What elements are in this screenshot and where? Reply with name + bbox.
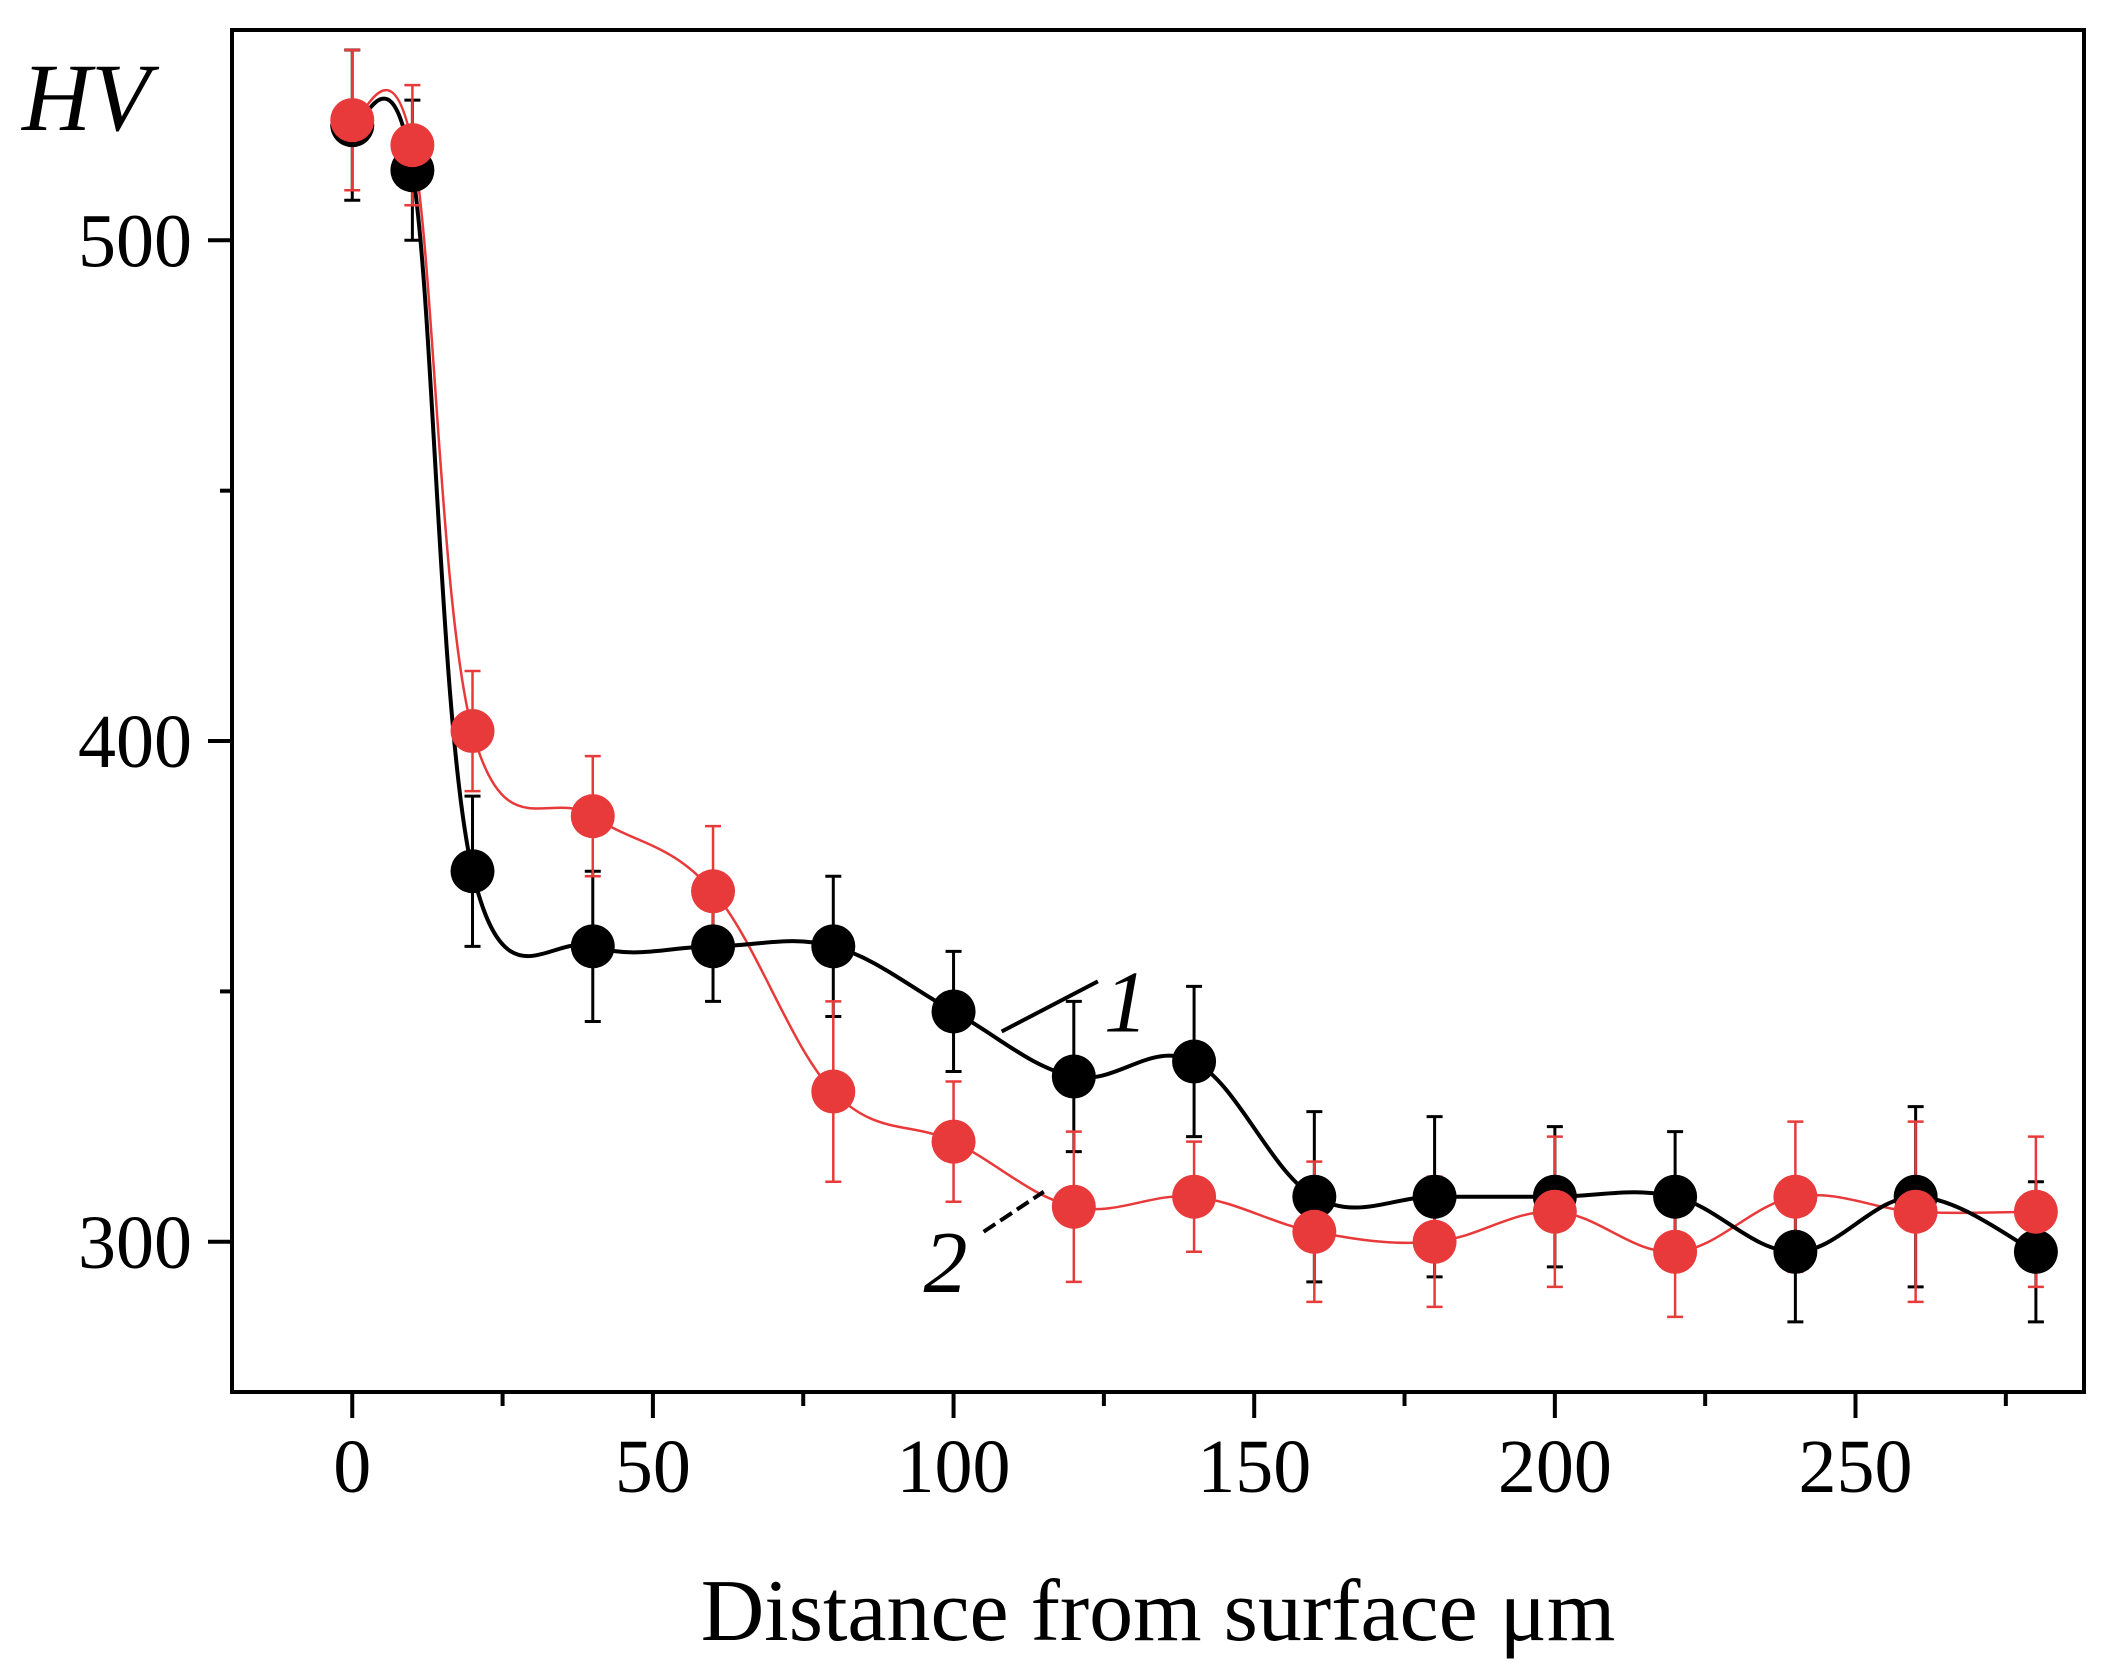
- series-2-point: [1773, 1174, 1818, 1219]
- tick-labels: 0 50 100 150 200 250 300 400 500: [78, 199, 1913, 1509]
- series-1-point: [1172, 1039, 1217, 1084]
- series-2-point: [390, 123, 435, 168]
- series-2-point: [1532, 1189, 1577, 1234]
- series-2-point: [1653, 1229, 1698, 1274]
- x-tick-label: 50: [615, 1425, 691, 1509]
- series-2-point: [1051, 1184, 1096, 1229]
- series-2-point: [1292, 1209, 1337, 1254]
- series-1-point: [1653, 1174, 1698, 1219]
- series-1-point: [1292, 1174, 1337, 1219]
- x-tick-label: 0: [333, 1425, 371, 1509]
- y-tick-label: 500: [78, 199, 192, 283]
- series-1-leader-line: [1000, 979, 1099, 1034]
- series-2-point: [1412, 1219, 1457, 1264]
- x-tick-label: 200: [1498, 1425, 1612, 1509]
- series-2-point: [931, 1119, 976, 1164]
- y-axis-label: HV: [20, 44, 159, 151]
- series-1-point: [811, 924, 856, 969]
- series-2-point: [450, 709, 495, 754]
- series-2-point: [1172, 1174, 1217, 1219]
- series-1-label: 1: [1104, 954, 1148, 1051]
- plot-frame: [230, 28, 2086, 1394]
- series-1-point: [1773, 1229, 1818, 1274]
- series-annotations: 12: [923, 954, 1147, 1311]
- series-1-point: [1051, 1054, 1096, 1099]
- x-tick-label: 150: [1197, 1425, 1311, 1509]
- series-2-point: [330, 98, 375, 143]
- series-2-point: [570, 794, 615, 839]
- y-tick-label: 300: [78, 1201, 192, 1285]
- data-points: [330, 98, 2058, 1274]
- series-2-point: [2013, 1189, 2058, 1234]
- series-1-point: [691, 924, 736, 969]
- error-bars: [344, 48, 2044, 1324]
- series-2-point: [811, 1069, 856, 1114]
- x-tick-label: 100: [897, 1425, 1011, 1509]
- series-1-point: [1412, 1174, 1457, 1219]
- y-tick-label: 400: [78, 700, 192, 784]
- series-2-leader-line: [982, 1190, 1045, 1234]
- series-1-point: [2013, 1229, 2058, 1274]
- series-2-point: [1893, 1189, 1938, 1234]
- axis-ticks: [208, 238, 2008, 1418]
- x-axis-label: Distance from surface μm: [701, 1563, 1616, 1660]
- series-2-label: 2: [923, 1215, 967, 1312]
- series-2-point: [691, 869, 736, 914]
- series-1-point: [570, 924, 615, 969]
- series-1-point: [931, 989, 976, 1034]
- x-tick-label: 250: [1799, 1425, 1913, 1509]
- series-1-point: [450, 849, 495, 894]
